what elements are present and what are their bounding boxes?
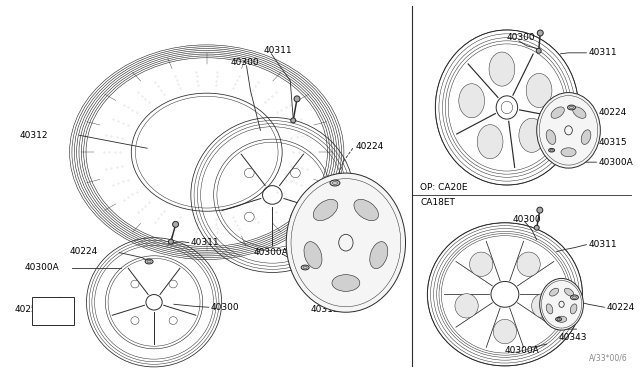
Ellipse shape <box>573 107 586 118</box>
Ellipse shape <box>581 130 591 144</box>
Ellipse shape <box>556 317 561 321</box>
Ellipse shape <box>459 84 484 118</box>
Text: 40300A: 40300A <box>505 346 540 356</box>
Text: 40224: 40224 <box>598 108 627 117</box>
Ellipse shape <box>304 242 322 269</box>
Text: 40300: 40300 <box>507 33 536 42</box>
Text: 40300A: 40300A <box>598 158 633 167</box>
Text: 40300: 40300 <box>513 215 541 224</box>
Ellipse shape <box>354 199 378 221</box>
Text: 40343: 40343 <box>559 333 587 341</box>
Ellipse shape <box>244 212 254 221</box>
Ellipse shape <box>551 107 564 118</box>
Ellipse shape <box>313 199 338 221</box>
Ellipse shape <box>564 288 573 296</box>
Ellipse shape <box>370 242 388 269</box>
Ellipse shape <box>244 169 254 178</box>
Text: 40224: 40224 <box>356 142 384 151</box>
Ellipse shape <box>493 320 516 344</box>
Ellipse shape <box>570 295 579 300</box>
Text: CA18ET: CA18ET <box>420 198 455 207</box>
Ellipse shape <box>540 278 584 330</box>
Ellipse shape <box>291 212 300 221</box>
Ellipse shape <box>550 288 559 296</box>
Ellipse shape <box>489 52 515 86</box>
Text: 40315: 40315 <box>310 305 339 314</box>
Text: 40224: 40224 <box>606 303 634 312</box>
Text: 40311: 40311 <box>191 238 220 247</box>
Text: 40224Z: 40224Z <box>15 305 49 314</box>
Ellipse shape <box>536 48 541 53</box>
Text: 40300A: 40300A <box>253 248 288 257</box>
Ellipse shape <box>534 225 540 230</box>
Text: OP: CA20E: OP: CA20E <box>420 183 468 192</box>
Text: 40311: 40311 <box>264 46 292 55</box>
Text: 40311: 40311 <box>588 48 617 57</box>
Ellipse shape <box>526 73 552 108</box>
Ellipse shape <box>131 317 139 324</box>
Ellipse shape <box>538 30 543 36</box>
Ellipse shape <box>546 130 556 144</box>
Ellipse shape <box>546 304 553 314</box>
Ellipse shape <box>131 280 139 288</box>
Bar <box>32 297 74 325</box>
Ellipse shape <box>169 280 177 288</box>
Ellipse shape <box>330 180 340 186</box>
Ellipse shape <box>517 252 540 276</box>
Ellipse shape <box>568 105 575 110</box>
Ellipse shape <box>301 265 309 270</box>
Text: A/33*00/6: A/33*00/6 <box>589 354 628 363</box>
Ellipse shape <box>556 316 567 322</box>
Ellipse shape <box>537 93 600 168</box>
Ellipse shape <box>548 148 555 152</box>
Ellipse shape <box>570 304 577 314</box>
Ellipse shape <box>332 275 360 291</box>
Text: 40300: 40300 <box>211 303 239 312</box>
Ellipse shape <box>470 252 493 276</box>
Ellipse shape <box>477 125 503 159</box>
Ellipse shape <box>455 294 478 318</box>
Ellipse shape <box>537 207 543 213</box>
Ellipse shape <box>145 259 153 264</box>
Ellipse shape <box>169 317 177 324</box>
Ellipse shape <box>519 118 545 153</box>
Ellipse shape <box>168 239 173 244</box>
Ellipse shape <box>286 173 406 312</box>
Ellipse shape <box>294 96 300 102</box>
Ellipse shape <box>173 221 179 227</box>
Text: 40312: 40312 <box>20 131 49 140</box>
Text: 40311: 40311 <box>588 240 617 249</box>
Ellipse shape <box>532 294 555 318</box>
Text: 40300: 40300 <box>230 58 259 67</box>
Ellipse shape <box>561 148 576 157</box>
Text: 40300A: 40300A <box>25 263 60 272</box>
Text: 40315: 40315 <box>598 138 627 147</box>
Ellipse shape <box>291 118 296 123</box>
Text: 40224: 40224 <box>70 247 98 256</box>
Ellipse shape <box>291 169 300 178</box>
